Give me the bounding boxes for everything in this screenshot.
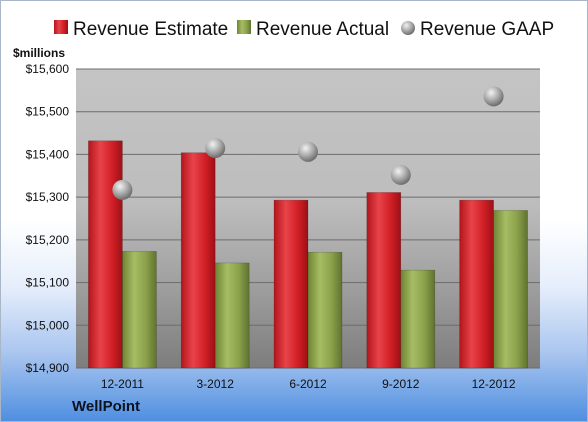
y-tick-label: $15,400 [26,147,70,161]
y-tick-label: $15,200 [26,233,70,247]
gaap-markers [112,86,504,200]
gaap-marker [205,138,226,159]
y-tick-label: $14,900 [26,361,70,375]
legend-swatch-gaap [401,21,415,35]
estimate-bar [366,192,402,369]
x-tick-label: 12-2012 [472,377,516,391]
y-tick-label: $15,300 [26,190,70,204]
x-tick-label: 6-2012 [289,377,327,391]
company-name: WellPoint [72,398,141,415]
gaap-marker [390,164,411,185]
y-tick-label: $15,500 [26,105,70,119]
actual-bar [122,251,157,369]
estimate-bar [273,199,309,369]
y-axis-unit-label: $millions [13,46,65,60]
y-axis-ticks: $14,900 $15,000 $15,100 $15,200 $15,300 $15,4… [26,62,70,375]
actual-bar [307,251,343,369]
estimate-bar [459,199,494,369]
estimate-bar [88,140,123,369]
legend-swatch-estimate [54,20,68,34]
chart-legend: Revenue Estimate Revenue Actual Revenue … [54,19,554,40]
y-tick-label: $15,000 [26,318,70,332]
gaap-marker [112,179,133,200]
actual-bar [400,269,436,369]
legend-label-estimate: Revenue Estimate [73,19,228,40]
legend-label-actual: Revenue Actual [256,19,389,40]
y-tick-label: $15,100 [26,276,70,290]
legend-swatch-actual [237,20,251,34]
actual-bar [493,210,528,369]
x-axis-ticks: 12-2011 3-2012 6-2012 9-2012 12-2012 [101,377,516,391]
x-tick-label: 12-2011 [101,377,144,391]
x-tick-label: 9-2012 [382,377,420,391]
gaap-marker [483,86,504,107]
y-tick-label: $15,600 [26,62,70,76]
legend-label-gaap: Revenue GAAP [420,19,554,40]
bar-series [88,140,528,369]
actual-bar [214,262,250,369]
estimate-bar [180,152,216,369]
x-tick-label: 3-2012 [197,377,235,391]
gaap-marker [298,141,318,162]
